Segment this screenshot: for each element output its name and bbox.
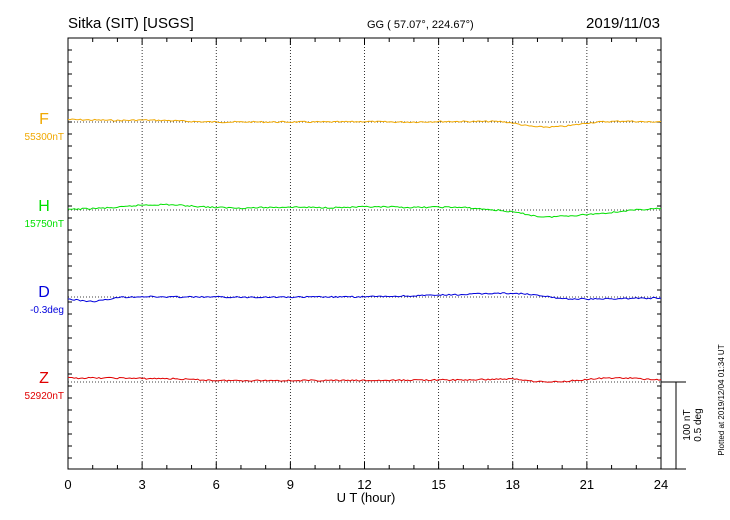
station-title: Sitka (SIT) [USGS] [68,15,194,32]
series-label-z: Z [39,370,49,387]
x-tick-label: 9 [287,477,294,492]
x-tick-label: 18 [506,477,520,492]
series-baseline-f: 55300nT [25,132,64,143]
plot-frame [67,37,686,470]
series-line-d [68,292,662,303]
plotted-timestamp: Plotted at 2019/12/04 01:34 UT [717,344,726,455]
series-baseline-z: 52920nT [25,391,64,402]
series-line-f [67,118,662,129]
scale-bar-deg-label: 0.5 deg [693,408,704,441]
series-line-z [67,376,662,383]
coordinates: GG ( 57.07°, 224.67°) [367,19,474,31]
label-layer: 0 3 6 9 12 15 18 21 24 F 55300nT H 15750nT D -0.3deg Z 5… [25,111,669,492]
series-baseline-h: 15750nT [25,219,64,230]
series-baseline-d: -0.3deg [30,305,64,316]
x-tick-label: 0 [64,477,71,492]
scale-bar-nt-label: 100 nT [682,409,693,440]
series-layer [67,118,662,383]
x-tick-label: 6 [213,477,220,492]
series-label-f: F [39,111,49,128]
x-tick-label: 15 [431,477,445,492]
x-tick-label: 24 [654,477,668,492]
series-label-h: H [38,198,50,215]
x-tick-label: 12 [357,477,371,492]
x-axis-title: U T (hour) [337,490,396,505]
series-label-d: D [38,284,50,301]
grid-layer [68,38,661,469]
series-line-h [67,203,662,218]
x-tick-label: 21 [580,477,594,492]
x-tick-label: 3 [139,477,146,492]
date-label: 2019/11/03 [586,15,660,32]
